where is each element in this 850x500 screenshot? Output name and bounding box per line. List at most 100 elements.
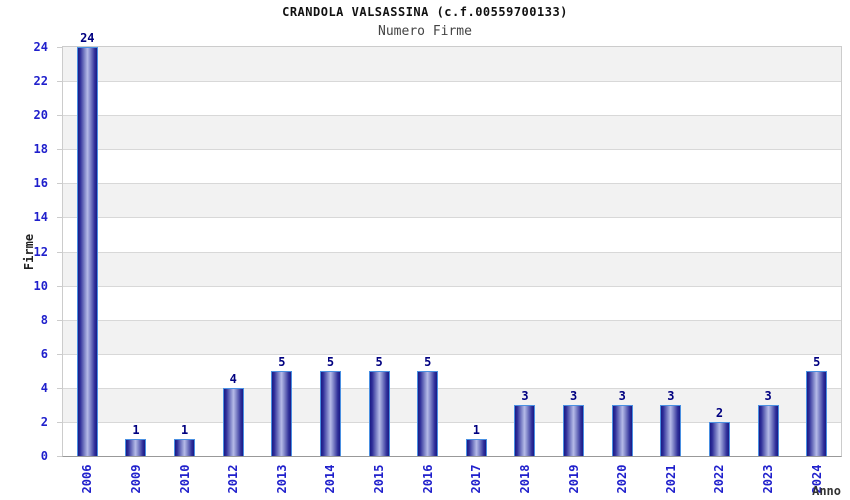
gridline [63,217,841,219]
plot-band [63,183,841,218]
bar-value-label: 5 [424,354,432,369]
x-tick-label: 2017 [469,464,484,494]
y-tick-mark [57,81,62,83]
x-tick-label: 2015 [372,464,387,494]
bar-2019 [563,404,585,456]
gridline [63,319,841,321]
y-tick-label: 20 [33,108,48,123]
y-tick-label: 22 [33,74,48,89]
x-tick-label: 2018 [517,464,532,494]
bar-value-label: 3 [569,388,578,403]
y-tick-mark [57,47,62,48]
y-tick-label: 24 [33,40,48,54]
y-tick-label: 10 [33,278,48,293]
y-tick-label: 6 [40,346,48,361]
bar-2013 [271,370,293,456]
gridline [63,353,841,355]
bar-value-label: 3 [618,388,626,403]
bar-value-label: 1 [132,422,140,437]
gridline [63,387,841,389]
bar-2010 [174,438,196,456]
x-tick-label: 2016 [420,464,435,494]
bar-2023 [757,404,779,456]
gridline [63,149,841,151]
x-tick-label: 2022 [712,464,727,494]
gridline [63,251,841,253]
y-tick-label: 16 [33,176,48,191]
y-tick-mark [57,183,62,185]
y-tick-label: 12 [33,244,48,259]
x-tick-label: 2020 [615,464,630,494]
bar-2014 [319,370,341,456]
x-tick-label: 2021 [663,464,678,494]
plot-band [63,387,841,422]
y-tick-mark [57,387,62,389]
y-tick-mark [57,456,62,457]
y-tick-label: 2 [40,414,48,429]
y-tick-mark [57,251,62,253]
bar-value-label: 5 [813,354,821,369]
plot-band [63,285,841,320]
y-tick-label: 4 [40,380,48,395]
bar-value-label: 5 [326,354,335,369]
y-tick-label: 18 [33,142,48,157]
chart-subtitle: Numero Firme [378,24,472,39]
bar-2024 [806,370,828,456]
y-tick-mark [57,319,62,321]
bar-2015 [368,370,390,456]
x-tick-label: 2023 [761,464,776,494]
bar-2016 [417,370,439,456]
gridline [63,183,841,185]
x-axis-title: Anno [812,484,841,498]
plot-band [63,149,841,184]
x-tick-label: 2010 [177,464,192,494]
bar-value-label: 3 [764,388,772,403]
x-tick-label: 2006 [80,464,95,494]
chart-title: CRANDOLA VALSASSINA (c.f.00559700133) [282,5,568,19]
y-tick-mark [57,353,62,355]
bar-value-label: 3 [667,388,675,403]
plot-band [63,353,841,388]
y-tick-label: 0 [40,449,48,463]
y-tick-mark [57,285,62,287]
bar-value-label: 24 [80,31,95,45]
bar-2006 [76,47,98,456]
bar-2009 [125,438,147,456]
y-tick-mark [57,217,62,219]
plot-band [63,81,841,116]
y-tick-mark [57,421,62,423]
x-tick-label: 2012 [226,464,241,494]
bar-value-label: 1 [472,422,480,437]
y-tick-mark [57,149,62,151]
bar-value-label: 2 [715,405,724,420]
bar-value-label: 5 [278,354,286,369]
bar-value-label: 5 [375,354,383,369]
bar-2020 [611,404,633,456]
bar-value-label: 1 [180,422,189,437]
bar-2021 [660,404,682,456]
plot-band [63,115,841,150]
y-tick-label: 8 [40,312,48,327]
x-tick-label: 2019 [566,464,581,494]
plot-band [63,319,841,354]
gridline [63,115,841,117]
x-tick-label: 2013 [274,464,289,494]
x-tick-label: 2014 [323,464,338,494]
gridline [63,81,841,83]
y-tick-label: 14 [33,210,48,225]
plot-band [63,47,841,82]
bar-2018 [514,404,536,456]
bar-2022 [708,421,730,456]
plot-area: 24 1 1 4 5 5 5 5 1 3 3 3 3 2 3 5 [62,31,842,457]
x-tick-label: 2009 [128,464,143,494]
gridline [63,421,841,423]
bar-2012 [222,387,244,456]
bar-value-label: 4 [229,371,237,386]
plot-band [63,251,841,286]
bar-value-label: 3 [521,388,529,403]
plot-band [63,217,841,252]
bar-2017 [465,438,487,456]
y-tick-mark [57,115,62,117]
gridline [63,285,841,287]
